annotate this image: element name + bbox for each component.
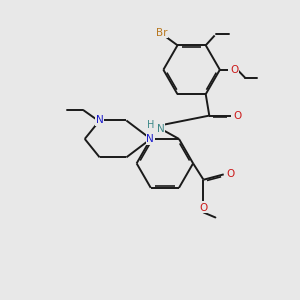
Text: O: O bbox=[200, 203, 208, 213]
Text: O: O bbox=[227, 169, 235, 179]
Text: Br: Br bbox=[156, 28, 168, 38]
Text: H: H bbox=[147, 120, 155, 130]
Text: O: O bbox=[231, 65, 239, 75]
Text: O: O bbox=[234, 111, 242, 121]
Text: N: N bbox=[146, 134, 154, 144]
Text: N: N bbox=[96, 116, 104, 125]
Text: N: N bbox=[157, 124, 164, 134]
